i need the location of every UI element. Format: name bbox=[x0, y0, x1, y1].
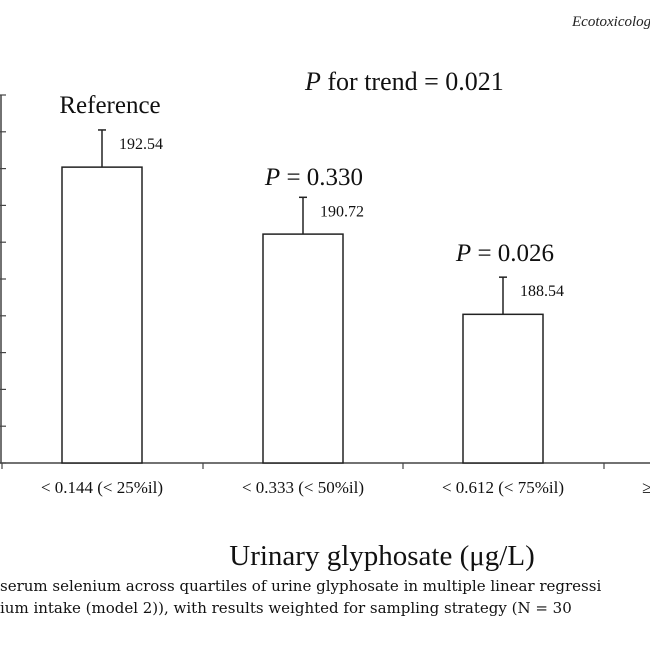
caption-line-1: serum selenium across quartiles of urine… bbox=[0, 577, 602, 595]
p-value-label: P = 0.026 bbox=[455, 240, 554, 267]
chart-labels: < 0.144 (< 25%il) < 0.333 (< 50%il) < 0.61… bbox=[41, 92, 650, 497]
chart-bars bbox=[61, 129, 544, 464]
figure-caption: serum selenium across quartiles of urine… bbox=[0, 575, 650, 635]
x-axis-label: Urinary glyphosate (μg/L) bbox=[229, 540, 534, 572]
x-tick-label: < 0.612 (< 75%il) bbox=[442, 478, 564, 497]
x-tick-label: ≥ 0.612 (≥ 75%il) bbox=[642, 478, 650, 497]
bar bbox=[61, 166, 143, 464]
bar bbox=[262, 233, 344, 464]
p-value-label: Reference bbox=[59, 92, 160, 119]
value-label: 192.54 bbox=[119, 136, 163, 153]
bar bbox=[462, 313, 544, 464]
p-value-label: P = 0.330 bbox=[264, 164, 363, 191]
x-tick-label: < 0.333 (< 50%il) bbox=[242, 478, 364, 497]
value-label: 190.72 bbox=[320, 203, 364, 220]
value-label: 188.54 bbox=[520, 283, 564, 300]
trend-p-label: P for trend = 0.021 bbox=[304, 67, 504, 96]
x-tick-label: < 0.144 (< 25%il) bbox=[41, 478, 163, 497]
caption-line-2: ium intake (model 2)), with results weig… bbox=[0, 599, 572, 617]
journal-name: Ecotoxicology bbox=[572, 14, 650, 30]
